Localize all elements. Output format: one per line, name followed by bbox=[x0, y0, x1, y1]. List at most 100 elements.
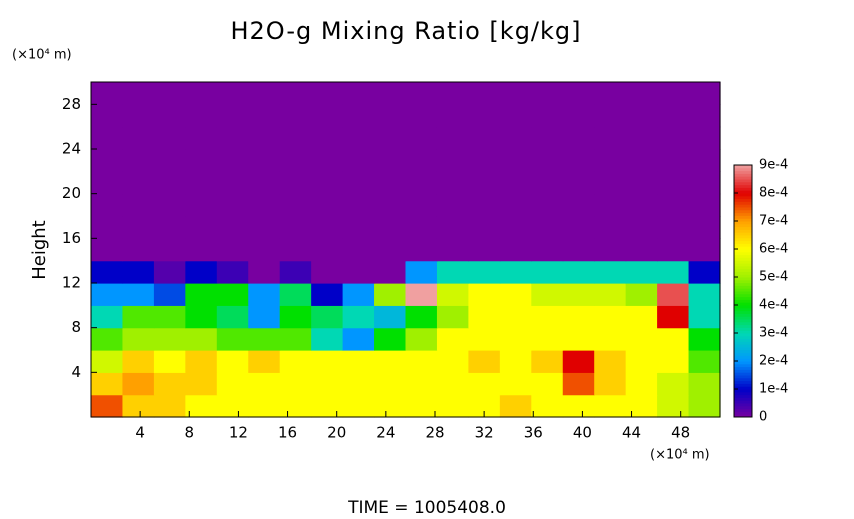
heat-cell bbox=[688, 372, 721, 396]
heat-cell bbox=[562, 327, 595, 351]
colorbar-step bbox=[734, 176, 752, 180]
heat-cell bbox=[688, 350, 721, 373]
colorbar-step bbox=[734, 277, 752, 281]
heat-cell bbox=[279, 372, 312, 396]
colorbar-step bbox=[734, 305, 752, 309]
heat-cell bbox=[311, 283, 344, 306]
x-tick-label: 20 bbox=[327, 424, 346, 442]
heat-cell bbox=[91, 283, 124, 306]
colorbar-step bbox=[734, 204, 752, 208]
colorbar-step bbox=[734, 193, 752, 197]
heat-cell bbox=[342, 350, 375, 373]
heat-cell bbox=[216, 238, 249, 262]
heat-cell bbox=[185, 372, 218, 396]
colorbar-step bbox=[734, 341, 752, 345]
heat-cell bbox=[499, 238, 532, 262]
colorbar-step bbox=[734, 389, 752, 393]
heat-cell bbox=[562, 82, 595, 105]
heat-cell bbox=[279, 104, 312, 128]
colorbar-step bbox=[734, 361, 752, 365]
colorbar-step bbox=[734, 209, 752, 214]
heat-cell bbox=[405, 216, 438, 239]
heat-cell bbox=[594, 372, 627, 396]
heat-cell bbox=[279, 171, 312, 195]
colorbar-step bbox=[734, 229, 752, 233]
heat-cell bbox=[311, 305, 344, 329]
heat-cell bbox=[311, 149, 344, 172]
x-tick-label: 16 bbox=[278, 424, 297, 442]
heat-cell bbox=[153, 260, 186, 284]
colorbar-step bbox=[734, 184, 752, 188]
x-tick-label: 40 bbox=[573, 424, 592, 442]
heat-cell bbox=[185, 171, 218, 195]
heat-cell bbox=[153, 238, 186, 262]
heat-cell bbox=[657, 216, 690, 239]
heat-cell bbox=[625, 193, 658, 217]
heat-cell bbox=[374, 193, 407, 217]
heat-cell bbox=[311, 350, 344, 373]
x-tick-label: 12 bbox=[229, 424, 248, 442]
heat-cell bbox=[436, 305, 469, 329]
y-tick-label: 16 bbox=[62, 229, 81, 247]
colorbar-step bbox=[734, 307, 752, 312]
colorbar-step bbox=[734, 285, 752, 289]
colorbar-step bbox=[734, 254, 752, 258]
colorbar-step bbox=[734, 400, 752, 404]
colorbar-step bbox=[734, 358, 752, 362]
colorbar-step bbox=[734, 279, 752, 284]
heat-cell bbox=[342, 216, 375, 239]
heat-cell bbox=[657, 283, 690, 306]
colorbar-step bbox=[734, 260, 752, 264]
heat-cell bbox=[91, 193, 124, 217]
heat-cell bbox=[468, 372, 501, 396]
heat-cell bbox=[499, 193, 532, 217]
colorbar-step bbox=[734, 363, 752, 368]
heat-cell bbox=[216, 260, 249, 284]
heat-cell bbox=[531, 372, 564, 396]
heat-cell bbox=[562, 238, 595, 262]
heat-cell bbox=[91, 327, 124, 351]
heat-cell bbox=[185, 327, 218, 351]
x-tick-label: 32 bbox=[475, 424, 494, 442]
colorbar-step bbox=[734, 394, 752, 398]
heat-cell bbox=[688, 171, 721, 195]
heat-cell bbox=[91, 82, 124, 105]
colorbar-tick-label: 7e-4 bbox=[759, 214, 788, 229]
heat-cell bbox=[216, 305, 249, 329]
heat-cell bbox=[248, 82, 281, 105]
colorbar-step bbox=[734, 291, 752, 295]
heat-cell bbox=[374, 104, 407, 128]
heat-cell bbox=[657, 350, 690, 373]
colorbar-step bbox=[734, 333, 752, 337]
heat-cell bbox=[688, 216, 721, 239]
heat-cell bbox=[153, 350, 186, 373]
x-tick-label: 24 bbox=[376, 424, 395, 442]
heat-cell bbox=[436, 327, 469, 351]
heat-cell bbox=[248, 216, 281, 239]
heat-cell bbox=[153, 126, 186, 150]
heat-cell bbox=[122, 238, 155, 262]
heat-cell bbox=[594, 193, 627, 217]
heat-cell bbox=[311, 193, 344, 217]
heat-cell bbox=[279, 327, 312, 351]
heat-cell bbox=[657, 149, 690, 172]
heat-cell bbox=[688, 104, 721, 128]
heat-cell bbox=[499, 82, 532, 105]
heat-cell bbox=[468, 216, 501, 239]
heat-cell bbox=[499, 104, 532, 128]
colorbar-step bbox=[734, 263, 752, 267]
heat-cell bbox=[216, 149, 249, 172]
heat-cell bbox=[248, 394, 281, 418]
y-tick-label: 4 bbox=[71, 363, 81, 381]
x-tick-label: 36 bbox=[524, 424, 543, 442]
heat-cell bbox=[436, 82, 469, 105]
colorbar-step bbox=[734, 190, 752, 194]
heat-cell bbox=[248, 350, 281, 373]
heat-cell bbox=[468, 104, 501, 128]
heat-cell bbox=[91, 104, 124, 128]
heat-cell bbox=[594, 238, 627, 262]
heat-cell bbox=[122, 260, 155, 284]
colorbar-step bbox=[734, 218, 752, 222]
colorbar-step bbox=[734, 265, 752, 270]
heat-cell bbox=[468, 149, 501, 172]
